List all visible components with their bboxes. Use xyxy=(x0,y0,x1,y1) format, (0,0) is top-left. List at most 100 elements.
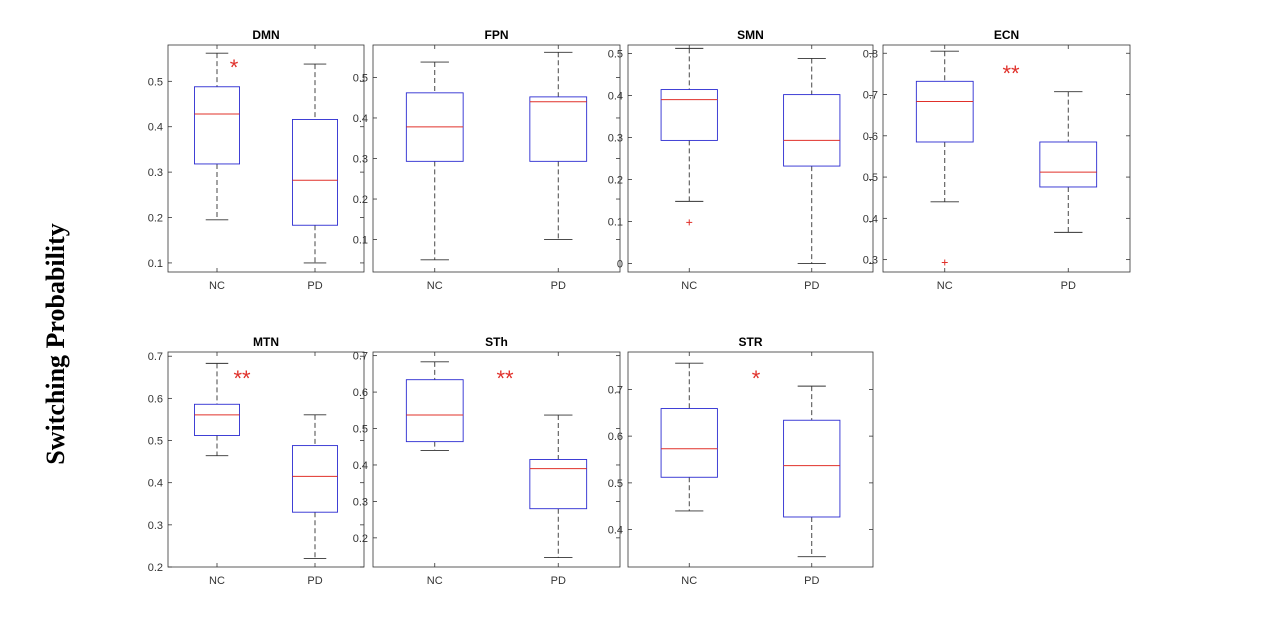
y-tick-label: 0.4 xyxy=(148,122,163,134)
y-tick-label: 0.7 xyxy=(353,351,368,363)
panel-str: STR 0.4 0.5 0.6 0.7 NC PD * xyxy=(608,335,874,587)
y-tick-label: 0.6 xyxy=(353,387,368,399)
y-tick-label: 0.4 xyxy=(353,113,368,125)
y-tick-label: 0.6 xyxy=(148,393,163,405)
box-pd xyxy=(1039,91,1098,233)
significance-marker: ** xyxy=(496,366,514,391)
y-tick-label: 0.5 xyxy=(353,424,368,436)
y-tick-label: 0.2 xyxy=(353,194,368,206)
iqr-box xyxy=(194,403,240,436)
box-nc xyxy=(405,361,464,451)
y-tick-label: 0.4 xyxy=(608,525,623,537)
box-nc xyxy=(660,362,718,512)
significance-marker: ** xyxy=(1002,61,1020,86)
iqr-box xyxy=(660,89,718,141)
y-tick-label: 0.1 xyxy=(148,258,163,270)
y-tick-label: 0.8 xyxy=(863,48,878,60)
y-tick-label: 0.7 xyxy=(863,90,878,102)
box-pd xyxy=(529,414,588,558)
y-tick-label: 0.2 xyxy=(608,175,623,187)
y-tick-label: 0.1 xyxy=(353,235,368,247)
y-tick-label: 0.5 xyxy=(353,72,368,84)
box-pd xyxy=(292,414,338,560)
y-tick-label: 0.4 xyxy=(353,460,368,472)
y-tick-label: 0.4 xyxy=(148,478,163,490)
y-tick-label: 0.5 xyxy=(608,478,623,490)
plot-frame xyxy=(167,44,365,273)
box-pd xyxy=(783,58,841,265)
panel-title: DMN xyxy=(252,28,279,42)
panel-mtn: MTN 0.2 0.3 0.4 0.5 0.6 0.7 NC PD ** xyxy=(148,335,365,587)
y-tick-label: 0.3 xyxy=(353,154,368,166)
y-tick-label: 0.2 xyxy=(148,213,163,225)
box-nc xyxy=(915,50,974,266)
panel-title: FPN xyxy=(485,28,509,42)
box-nc xyxy=(194,362,240,457)
significance-marker: * xyxy=(230,55,239,80)
y-tick-label: 0.6 xyxy=(608,431,623,443)
x-tick-label: NC xyxy=(681,575,697,587)
y-tick-label: 0.3 xyxy=(148,520,163,532)
plot-frame xyxy=(882,44,1131,273)
x-tick-label: PD xyxy=(551,280,566,292)
x-tick-label: PD xyxy=(551,575,566,587)
y-tick-label: 0.6 xyxy=(863,131,878,143)
panel-title: SMN xyxy=(737,28,764,42)
iqr-box xyxy=(194,86,240,165)
y-tick-label: 0.5 xyxy=(148,76,163,88)
x-tick-label: NC xyxy=(681,280,697,292)
iqr-box xyxy=(292,119,338,226)
panel-title: ECN xyxy=(994,28,1019,42)
iqr-box xyxy=(529,459,588,510)
iqr-box xyxy=(529,96,588,162)
y-tick-label: 0.7 xyxy=(608,384,623,396)
y-tick-label: 0.3 xyxy=(148,167,163,179)
panel-ecn: ECN 0.3 0.4 0.5 0.6 0.7 0.8 NC PD ** xyxy=(863,28,1131,292)
x-tick-label: PD xyxy=(804,280,819,292)
y-tick-label: 0.5 xyxy=(608,48,623,60)
iqr-box xyxy=(660,408,718,478)
box-nc xyxy=(194,52,240,221)
box-nc xyxy=(660,47,718,226)
plot-frame xyxy=(627,351,874,568)
x-tick-label: PD xyxy=(1061,280,1076,292)
x-tick-label: NC xyxy=(427,575,443,587)
y-tick-label: 0.4 xyxy=(608,90,623,102)
x-tick-label: PD xyxy=(804,575,819,587)
x-tick-label: PD xyxy=(307,575,322,587)
outlier-marker xyxy=(941,259,948,266)
plot-frame xyxy=(627,44,874,273)
panel-title: STR xyxy=(739,335,763,349)
y-tick-label: 0.3 xyxy=(353,496,368,508)
panel-fpn: FPN 0.1 0.2 0.3 0.4 0.5 NC PD xyxy=(353,28,621,292)
box-pd xyxy=(783,385,841,558)
iqr-box xyxy=(915,80,974,143)
box-pd xyxy=(529,51,588,241)
y-tick-label: 0 xyxy=(617,259,623,271)
panel-title: STh xyxy=(485,335,508,349)
outlier-marker xyxy=(686,219,693,226)
y-tick-label: 0.7 xyxy=(148,351,163,363)
x-tick-label: NC xyxy=(937,280,953,292)
iqr-box xyxy=(405,379,464,443)
panel-title: MTN xyxy=(253,335,279,349)
panel-sth: STh 0.2 0.3 0.4 0.5 0.6 0.7 NC PD ** xyxy=(353,335,621,587)
iqr-box xyxy=(1039,141,1098,188)
y-tick-label: 0.5 xyxy=(863,172,878,184)
box-nc xyxy=(405,61,464,261)
y-tick-label: 0.4 xyxy=(863,213,878,225)
y-tick-label: 0.3 xyxy=(863,255,878,267)
plot-frame xyxy=(372,44,621,273)
iqr-box xyxy=(783,94,841,167)
iqr-box xyxy=(292,445,338,513)
y-tick-label: 0.2 xyxy=(353,533,368,545)
significance-marker: ** xyxy=(233,366,251,391)
iqr-box xyxy=(783,419,841,518)
box-pd xyxy=(292,63,338,264)
y-tick-label: 0.1 xyxy=(608,217,623,229)
x-tick-label: NC xyxy=(209,280,225,292)
y-tick-label: 0.2 xyxy=(148,562,163,574)
panel-dmn: DMN 0.1 0.2 0.3 0.4 0.5 NC PD * xyxy=(148,28,365,292)
plot-frame xyxy=(167,351,365,568)
